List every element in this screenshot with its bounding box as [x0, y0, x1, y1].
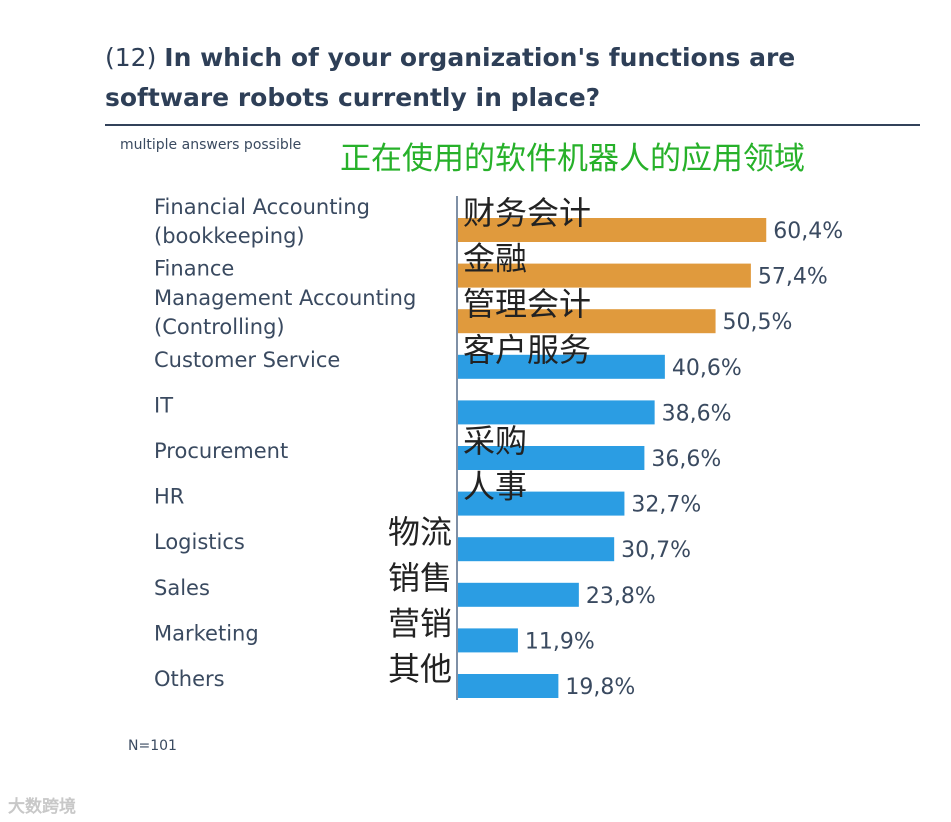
bar: [457, 309, 716, 334]
bar-value-label: 60,4%: [773, 219, 843, 244]
bar: [457, 491, 625, 516]
category-label: Sales: [154, 576, 210, 600]
chinese-category-label: 销售: [388, 559, 452, 597]
bar-value-label: 30,7%: [621, 538, 691, 563]
chinese-category-label: 管理会计: [463, 285, 591, 323]
bar-value-label: 40,6%: [672, 356, 742, 381]
chinese-category-label: 金融: [463, 240, 527, 278]
bar: [457, 218, 767, 242]
chinese-category-label: 客户服务: [463, 331, 591, 369]
category-label: Procurement: [154, 439, 288, 463]
bar: [457, 628, 518, 653]
chinese-category-label: 营销: [388, 604, 452, 642]
chinese-category-label: 采购: [463, 422, 527, 460]
category-label: Others: [154, 667, 225, 691]
question-line-1: In which of your organization's function…: [164, 43, 796, 72]
bar-value-label: 32,7%: [631, 493, 701, 518]
bar-value-label: 19,8%: [565, 675, 635, 700]
chinese-category-label: 人事: [463, 468, 527, 506]
category-label: HR: [154, 485, 184, 509]
bar: [457, 674, 559, 698]
bar-value-label: 57,4%: [758, 265, 828, 290]
bar: [457, 263, 751, 288]
category-label: Logistics: [154, 530, 245, 554]
bar: [457, 582, 579, 607]
category-label: Customer Service: [154, 348, 340, 372]
bar-value-label: 36,6%: [651, 447, 721, 472]
category-label: (Controlling): [154, 315, 285, 339]
bar: [457, 400, 655, 425]
category-label: Financial Accounting: [154, 195, 370, 219]
chart-title: (12) In which of your organization's fun…: [105, 38, 905, 118]
watermark-logo: 大数跨境: [8, 797, 76, 817]
category-label: Marketing: [154, 621, 259, 645]
bar-value-label: 23,8%: [586, 584, 656, 609]
bar-value-label: 11,9%: [525, 629, 595, 654]
chinese-title: 正在使用的软件机器人的应用领域: [340, 141, 805, 177]
chinese-category-label: 物流: [388, 513, 452, 551]
bar: [457, 354, 665, 379]
sample-size-note: N=101: [128, 738, 177, 754]
category-label: IT: [154, 393, 173, 417]
bar: [457, 446, 645, 470]
category-label: Management Accounting: [154, 286, 416, 310]
bar-value-label: 50,5%: [723, 310, 793, 335]
bar-value-label: 38,6%: [662, 401, 732, 426]
subtitle: multiple answers possible: [120, 137, 302, 153]
chinese-category-label: 财务会计: [463, 194, 591, 232]
bar: [457, 537, 615, 562]
question-line-2: software robots currently in place?: [105, 83, 601, 112]
category-label: (bookkeeping): [154, 224, 305, 248]
question-number: (12): [105, 43, 157, 72]
category-label: Finance: [154, 257, 234, 281]
chinese-category-label: 其他: [388, 650, 452, 688]
title-divider: [105, 124, 920, 126]
